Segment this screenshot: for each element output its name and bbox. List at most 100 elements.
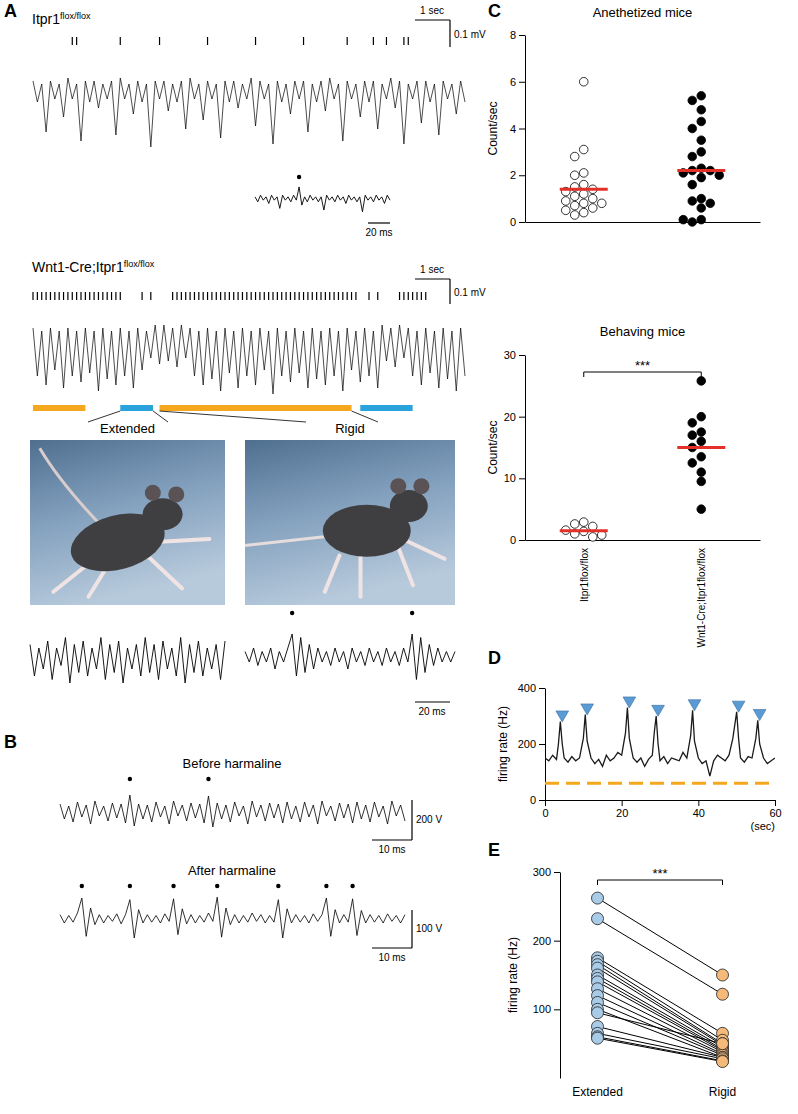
pair-line xyxy=(598,978,723,1049)
tick-mark xyxy=(545,800,546,806)
spike-tick xyxy=(281,292,282,300)
data-point xyxy=(570,192,579,201)
tick: 100 xyxy=(533,1003,560,1015)
tick-mark xyxy=(539,800,545,801)
photo-label: Extended xyxy=(100,421,155,436)
peak-marker xyxy=(732,701,745,712)
spike-tick xyxy=(277,292,278,300)
tick-label: 300 xyxy=(533,866,551,878)
trace-plot xyxy=(33,325,465,394)
spike-tick xyxy=(181,292,182,300)
spike-tick xyxy=(37,292,38,300)
plot-marks xyxy=(592,892,729,1067)
data-point xyxy=(588,204,597,213)
pair-line xyxy=(598,1038,723,1061)
data-point xyxy=(588,533,597,542)
spike-tick xyxy=(412,292,413,300)
axis: 0200400 xyxy=(518,682,546,806)
pair-line xyxy=(598,996,723,1054)
spike-tick xyxy=(377,292,378,300)
data-point xyxy=(717,969,729,981)
spike-tick xyxy=(63,292,64,300)
spike-tick xyxy=(172,292,173,300)
axis-line xyxy=(525,356,526,541)
tick-label: 0 xyxy=(542,807,548,819)
spike-tick xyxy=(72,37,73,45)
data-point xyxy=(579,518,588,527)
spike-tick xyxy=(216,292,217,300)
spike-tick xyxy=(176,292,177,300)
scale-bar xyxy=(372,947,412,948)
tick: 400 xyxy=(518,682,545,694)
category-label: Rigid xyxy=(709,1085,736,1099)
data-point xyxy=(717,1038,729,1050)
spike-tick xyxy=(72,292,73,300)
tick-label: 100 xyxy=(533,1003,551,1015)
tick-label: 30 xyxy=(504,349,516,361)
tick-mark xyxy=(539,688,545,689)
tick-mark xyxy=(519,82,525,83)
panel-label: E xyxy=(488,840,500,860)
spike-tick xyxy=(408,292,409,300)
spike-tick xyxy=(237,292,238,300)
spike-tick xyxy=(325,292,326,300)
spike-tick xyxy=(342,292,343,300)
spike-tick xyxy=(233,292,234,300)
data-point xyxy=(697,215,706,224)
spike-dot xyxy=(297,175,301,179)
state-bar xyxy=(33,405,85,411)
mean-line xyxy=(677,169,725,172)
significance-label: *** xyxy=(652,866,667,881)
data-point xyxy=(579,208,588,217)
tick: 200 xyxy=(533,935,560,947)
pair-line xyxy=(598,1037,723,1061)
spike-tick xyxy=(89,292,90,300)
scale-bar xyxy=(449,20,450,47)
tick-mark xyxy=(519,129,525,130)
data-point xyxy=(592,1007,604,1019)
spike-dot xyxy=(206,777,210,781)
trace-line xyxy=(245,634,455,680)
pair-line xyxy=(598,975,723,1047)
spike-tick xyxy=(307,292,308,300)
x-axis-line xyxy=(526,222,761,223)
spike-tick xyxy=(50,292,51,300)
tick-mark xyxy=(519,175,525,176)
photo-background xyxy=(245,440,455,605)
tick: 8 xyxy=(510,29,525,41)
spike-tick xyxy=(150,292,151,300)
spike-tick xyxy=(115,292,116,300)
points xyxy=(560,377,726,542)
axis-line xyxy=(525,36,526,223)
scale-bar xyxy=(372,839,412,840)
data-point xyxy=(688,218,697,227)
tick-label: 2 xyxy=(510,169,516,181)
tick: 2 xyxy=(510,169,525,181)
tick: 6 xyxy=(510,76,525,88)
trace-line xyxy=(255,187,390,212)
data-point xyxy=(717,1055,729,1067)
scale-bar xyxy=(368,222,390,223)
tick: 0 xyxy=(510,216,525,228)
spike-tick xyxy=(255,37,256,45)
spike-tick xyxy=(207,292,208,300)
trace-line xyxy=(30,638,225,684)
data-point xyxy=(697,412,706,421)
scale-bar-label: 10 ms xyxy=(378,952,405,963)
spike-tick xyxy=(141,292,142,300)
data-point xyxy=(688,197,697,206)
axis: 100 200 300 xyxy=(533,866,561,1078)
data-point xyxy=(706,199,715,208)
tick-mark xyxy=(698,800,699,806)
tick-mark xyxy=(519,417,525,418)
tick: 40 xyxy=(693,800,705,819)
connector-line xyxy=(153,411,168,422)
spike-tick xyxy=(312,292,313,300)
spike-tick xyxy=(347,37,348,45)
tick: 30 xyxy=(504,349,525,361)
spike-tick xyxy=(351,292,352,300)
genotype-superscript: flox/flox xyxy=(60,11,91,21)
spike-tick xyxy=(242,292,243,300)
data-point xyxy=(717,1038,729,1050)
spike-tick xyxy=(45,292,46,300)
